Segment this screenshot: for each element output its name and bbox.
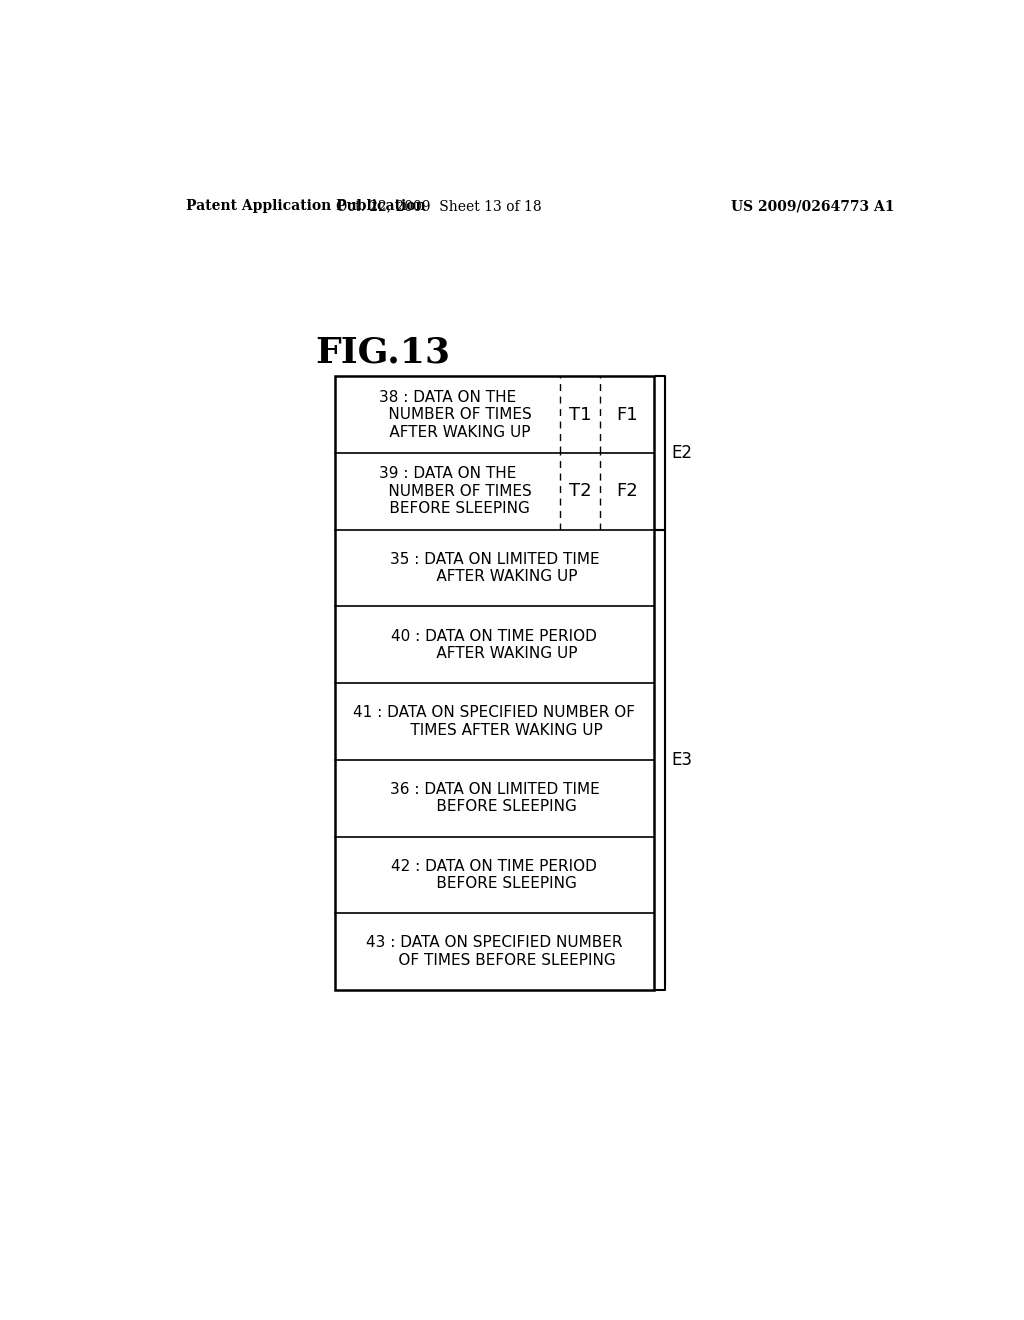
Text: T1: T1 [569,405,592,424]
Text: US 2009/0264773 A1: US 2009/0264773 A1 [731,199,895,213]
Text: T2: T2 [569,482,592,500]
Text: 43 : DATA ON SPECIFIED NUMBER
     OF TIMES BEFORE SLEEPING: 43 : DATA ON SPECIFIED NUMBER OF TIMES B… [367,936,623,968]
Text: 42 : DATA ON TIME PERIOD
     BEFORE SLEEPING: 42 : DATA ON TIME PERIOD BEFORE SLEEPING [391,859,597,891]
Text: Oct. 22, 2009  Sheet 13 of 18: Oct. 22, 2009 Sheet 13 of 18 [336,199,542,213]
Text: F2: F2 [616,482,638,500]
Text: 39 : DATA ON THE
     NUMBER OF TIMES
     BEFORE SLEEPING: 39 : DATA ON THE NUMBER OF TIMES BEFORE … [364,466,531,516]
Text: 38 : DATA ON THE
     NUMBER OF TIMES
     AFTER WAKING UP: 38 : DATA ON THE NUMBER OF TIMES AFTER W… [364,389,531,440]
Text: FIG.13: FIG.13 [315,335,451,370]
Text: 36 : DATA ON LIMITED TIME
     BEFORE SLEEPING: 36 : DATA ON LIMITED TIME BEFORE SLEEPIN… [389,781,599,814]
Text: E2: E2 [671,444,692,462]
Bar [335,376,654,990]
Text: 35 : DATA ON LIMITED TIME
     AFTER WAKING UP: 35 : DATA ON LIMITED TIME AFTER WAKING U… [389,552,599,585]
Text: F1: F1 [616,405,638,424]
Text: E3: E3 [671,751,692,768]
Text: 41 : DATA ON SPECIFIED NUMBER OF
     TIMES AFTER WAKING UP: 41 : DATA ON SPECIFIED NUMBER OF TIMES A… [353,705,635,738]
Text: Patent Application Publication: Patent Application Publication [186,199,426,213]
Text: 40 : DATA ON TIME PERIOD
     AFTER WAKING UP: 40 : DATA ON TIME PERIOD AFTER WAKING UP [391,628,597,661]
